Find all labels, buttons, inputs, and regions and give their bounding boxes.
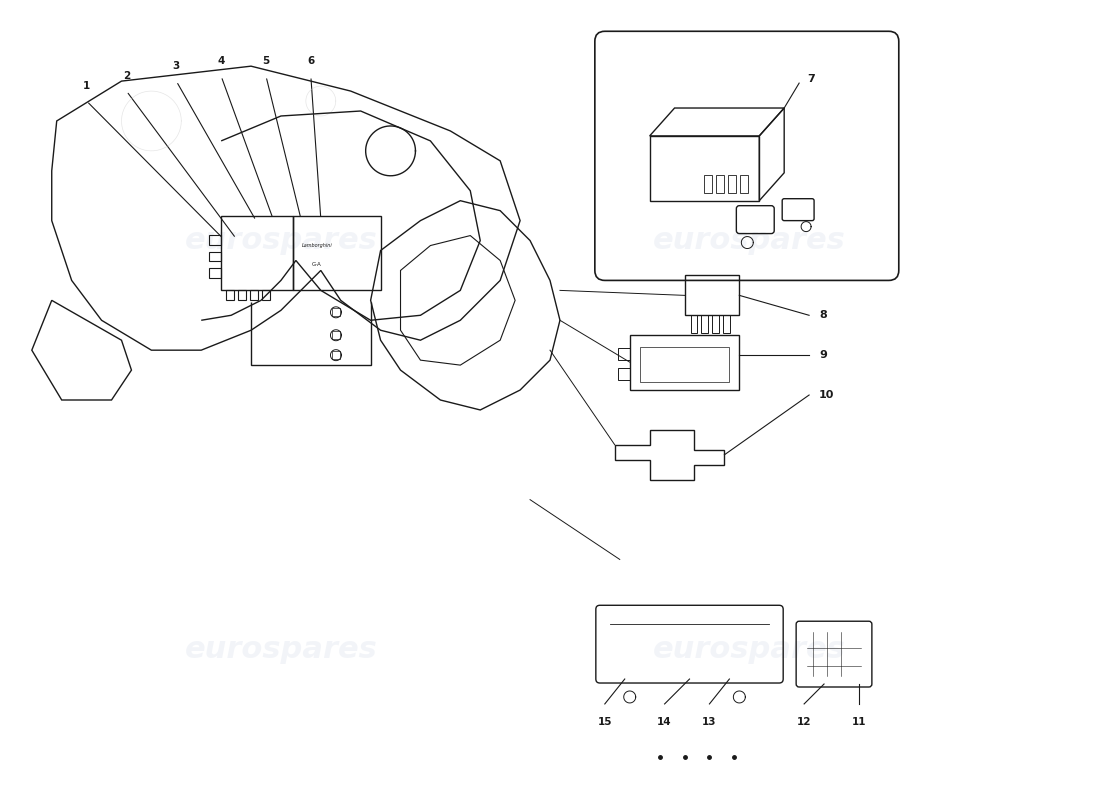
Bar: [618, 348, 629, 360]
Bar: [629, 335, 739, 390]
Text: 8: 8: [820, 310, 827, 320]
Text: 13: 13: [702, 717, 717, 727]
Bar: [716, 174, 725, 193]
Text: 6: 6: [307, 56, 315, 66]
Text: eurospares: eurospares: [653, 226, 846, 255]
Bar: [684, 275, 739, 315]
Bar: [728, 174, 736, 193]
Text: 3: 3: [173, 61, 180, 71]
Bar: [704, 174, 713, 193]
Bar: [293, 216, 381, 290]
Bar: [250, 290, 258, 300]
Bar: [209, 269, 221, 278]
Text: eurospares: eurospares: [185, 226, 377, 255]
Bar: [618, 368, 629, 380]
Text: 11: 11: [851, 717, 866, 727]
Text: 7: 7: [807, 74, 815, 84]
Text: 1: 1: [82, 81, 90, 91]
Bar: [332, 351, 340, 359]
Text: G·A: G·A: [312, 262, 321, 266]
Text: 15: 15: [597, 717, 612, 727]
Bar: [262, 290, 270, 300]
Text: 14: 14: [658, 717, 672, 727]
Bar: [238, 290, 246, 300]
Bar: [332, 331, 340, 339]
Bar: [650, 136, 759, 201]
Bar: [740, 174, 748, 193]
Bar: [332, 309, 340, 316]
Bar: [209, 251, 221, 262]
Bar: [640, 347, 729, 382]
Bar: [691, 315, 697, 334]
Bar: [227, 290, 234, 300]
Text: 2: 2: [123, 71, 130, 81]
Bar: [702, 315, 708, 334]
Text: 5: 5: [263, 56, 270, 66]
Bar: [209, 234, 221, 245]
Bar: [221, 216, 293, 290]
Text: eurospares: eurospares: [653, 634, 846, 664]
Text: Lamborghini: Lamborghini: [301, 243, 332, 248]
Bar: [724, 315, 730, 334]
Text: 4: 4: [218, 56, 224, 66]
Text: 9: 9: [820, 350, 827, 360]
Text: 10: 10: [820, 390, 835, 400]
Text: 12: 12: [796, 717, 812, 727]
Text: eurospares: eurospares: [185, 634, 377, 664]
Bar: [713, 315, 719, 334]
